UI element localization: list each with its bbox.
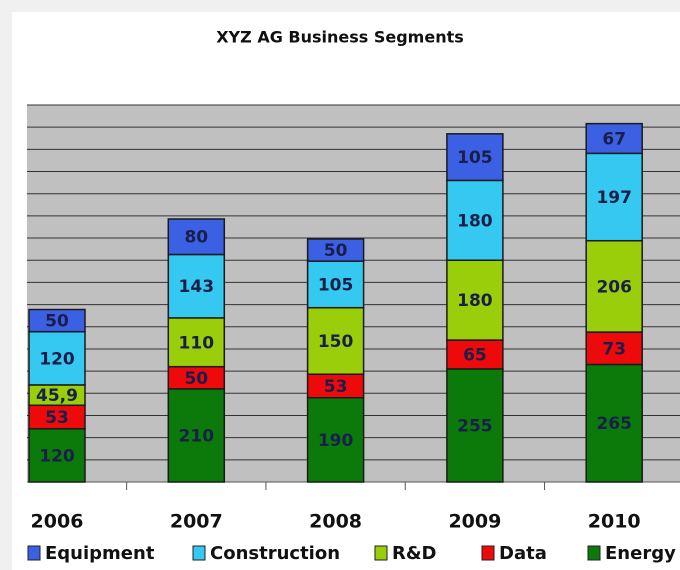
data-label: 150 [318, 332, 354, 352]
x-tick-label: 2008 [309, 511, 362, 533]
data-label: 120 [39, 349, 75, 369]
legend-swatch [481, 545, 495, 561]
data-label: 50 [45, 312, 69, 332]
bar-segment [446, 339, 504, 370]
legend-label: Energy [605, 543, 676, 564]
data-label: 143 [179, 277, 215, 297]
legend-label: R&D [392, 543, 437, 564]
data-label: 210 [179, 426, 215, 446]
bar-segment [446, 259, 504, 341]
data-label: 53 [324, 377, 348, 397]
data-label: 50 [184, 369, 208, 389]
data-label: 105 [457, 148, 493, 168]
data-label: 50 [324, 241, 348, 261]
bar-segment [28, 308, 86, 333]
data-label: 180 [457, 291, 493, 311]
data-label: 45,9 [36, 386, 78, 406]
bar-segment [306, 260, 365, 309]
chart-title: XYZ AG Business Segments [216, 28, 464, 47]
bar-segment [446, 133, 504, 182]
data-label: 197 [596, 188, 632, 208]
data-label: 73 [602, 339, 626, 359]
legend-label: Equipment [45, 543, 155, 564]
x-tick-label: 2006 [31, 511, 84, 533]
data-label: 120 [39, 446, 75, 466]
legend-label: Data [499, 543, 547, 564]
data-label: 180 [457, 211, 493, 231]
bar-segment [306, 238, 365, 262]
bar-segment [585, 363, 643, 483]
bar-segment [585, 152, 643, 242]
legend-label: Construction [210, 543, 340, 564]
x-tick-label: 2007 [170, 511, 223, 533]
data-label: 105 [318, 275, 354, 295]
bar-segment [28, 428, 86, 483]
x-tick-label: 2009 [448, 511, 501, 533]
bar-segment [167, 253, 226, 319]
data-label: 265 [596, 414, 632, 434]
data-label: 53 [45, 408, 69, 428]
data-label: 255 [457, 416, 493, 436]
bar-segment [306, 396, 365, 483]
bar-segment [585, 239, 643, 333]
data-label: 80 [184, 228, 208, 248]
bar-segment [167, 317, 226, 368]
data-label: 190 [318, 431, 354, 451]
bar-segment [446, 368, 504, 483]
legend-swatch [192, 545, 206, 561]
bar-segment [306, 306, 365, 375]
data-label: 65 [463, 345, 487, 365]
legend-swatch [374, 545, 388, 561]
bar-segment [585, 122, 643, 155]
bar-segment [167, 218, 226, 256]
legend-swatch [27, 545, 41, 561]
bar-segment [28, 330, 86, 386]
legend-swatch [587, 545, 601, 561]
data-label: 110 [179, 333, 215, 353]
data-label: 67 [602, 129, 626, 149]
x-tick-label: 2010 [588, 511, 641, 533]
data-label: 206 [596, 277, 632, 297]
